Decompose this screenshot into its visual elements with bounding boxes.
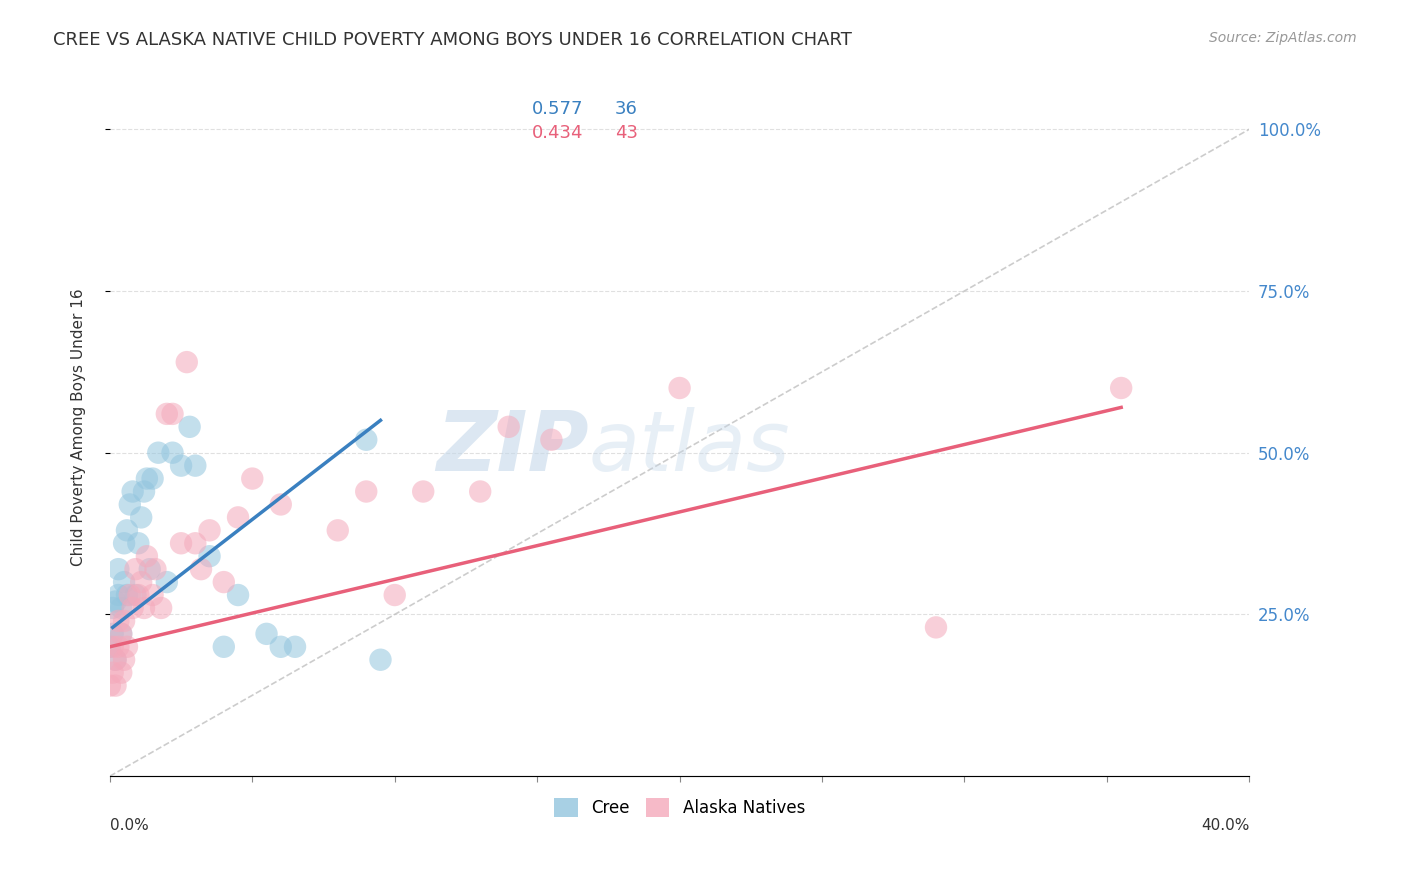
Point [198, 549, 221, 564]
Text: CREE VS ALASKA NATIVE CHILD POVERTY AMONG BOYS UNDER 16 CORRELATION CHART: CREE VS ALASKA NATIVE CHILD POVERTY AMON… [53, 31, 852, 49]
Text: 0.577: 0.577 [531, 100, 583, 118]
Point [115, 640, 138, 654]
Point [240, 472, 263, 486]
Text: 40.0%: 40.0% [1201, 818, 1250, 833]
Point [370, 653, 392, 667]
Point [256, 627, 278, 641]
Point [354, 484, 377, 499]
Point [470, 484, 492, 499]
Point [129, 510, 152, 524]
Point [110, 665, 132, 680]
Point [104, 653, 127, 667]
Point [98, 679, 121, 693]
Point [101, 665, 124, 680]
Point [112, 536, 135, 550]
Y-axis label: Child Poverty Among Boys Under 16: Child Poverty Among Boys Under 16 [72, 288, 86, 566]
Point [104, 594, 127, 608]
Point [498, 419, 520, 434]
Point [121, 601, 143, 615]
Point [118, 498, 141, 512]
Point [1109, 381, 1132, 395]
Point [107, 614, 129, 628]
Point [101, 601, 124, 615]
Point [107, 562, 129, 576]
Point [145, 562, 167, 576]
Point [110, 627, 132, 641]
Point [142, 588, 165, 602]
Point [925, 620, 948, 634]
Point [101, 640, 124, 654]
Point [190, 562, 212, 576]
Point [129, 575, 152, 590]
Point [326, 524, 349, 538]
Point [101, 627, 124, 641]
Text: 0.434: 0.434 [531, 124, 583, 143]
Point [115, 524, 138, 538]
Point [132, 484, 155, 499]
Text: atlas: atlas [589, 408, 790, 488]
Point [270, 498, 292, 512]
Point [124, 562, 146, 576]
Point [156, 575, 179, 590]
Point [184, 536, 207, 550]
Text: 36: 36 [614, 100, 637, 118]
Point [179, 419, 201, 434]
Point [98, 640, 121, 654]
Point [142, 472, 165, 486]
Point [668, 381, 690, 395]
Point [212, 640, 235, 654]
Point [107, 588, 129, 602]
Text: 43: 43 [614, 124, 638, 143]
Point [198, 524, 221, 538]
Point [118, 588, 141, 602]
Point [112, 653, 135, 667]
Point [150, 601, 173, 615]
Text: ZIP: ZIP [436, 408, 589, 488]
Point [112, 614, 135, 628]
Point [384, 588, 406, 602]
Point [104, 653, 127, 667]
Point [412, 484, 434, 499]
Point [121, 484, 143, 499]
Point [135, 549, 157, 564]
Point [104, 679, 127, 693]
Point [354, 433, 377, 447]
Point [135, 472, 157, 486]
Point [540, 433, 562, 447]
Point [226, 588, 249, 602]
Point [112, 575, 135, 590]
Point [156, 407, 179, 421]
Point [110, 601, 132, 615]
Point [127, 536, 149, 550]
Point [162, 407, 184, 421]
Point [132, 601, 155, 615]
Point [226, 510, 249, 524]
Point [162, 446, 184, 460]
Point [115, 588, 138, 602]
Point [284, 640, 307, 654]
Point [170, 536, 193, 550]
Point [170, 458, 193, 473]
Point [270, 640, 292, 654]
Text: Source: ZipAtlas.com: Source: ZipAtlas.com [1209, 31, 1357, 45]
Point [176, 355, 198, 369]
Point [184, 458, 207, 473]
Legend: Cree, Alaska Natives: Cree, Alaska Natives [547, 791, 811, 823]
Point [138, 562, 160, 576]
Point [127, 588, 149, 602]
Point [148, 446, 170, 460]
Text: 0.0%: 0.0% [110, 818, 149, 833]
Point [110, 627, 132, 641]
Point [212, 575, 235, 590]
Point [107, 640, 129, 654]
Point [124, 588, 146, 602]
